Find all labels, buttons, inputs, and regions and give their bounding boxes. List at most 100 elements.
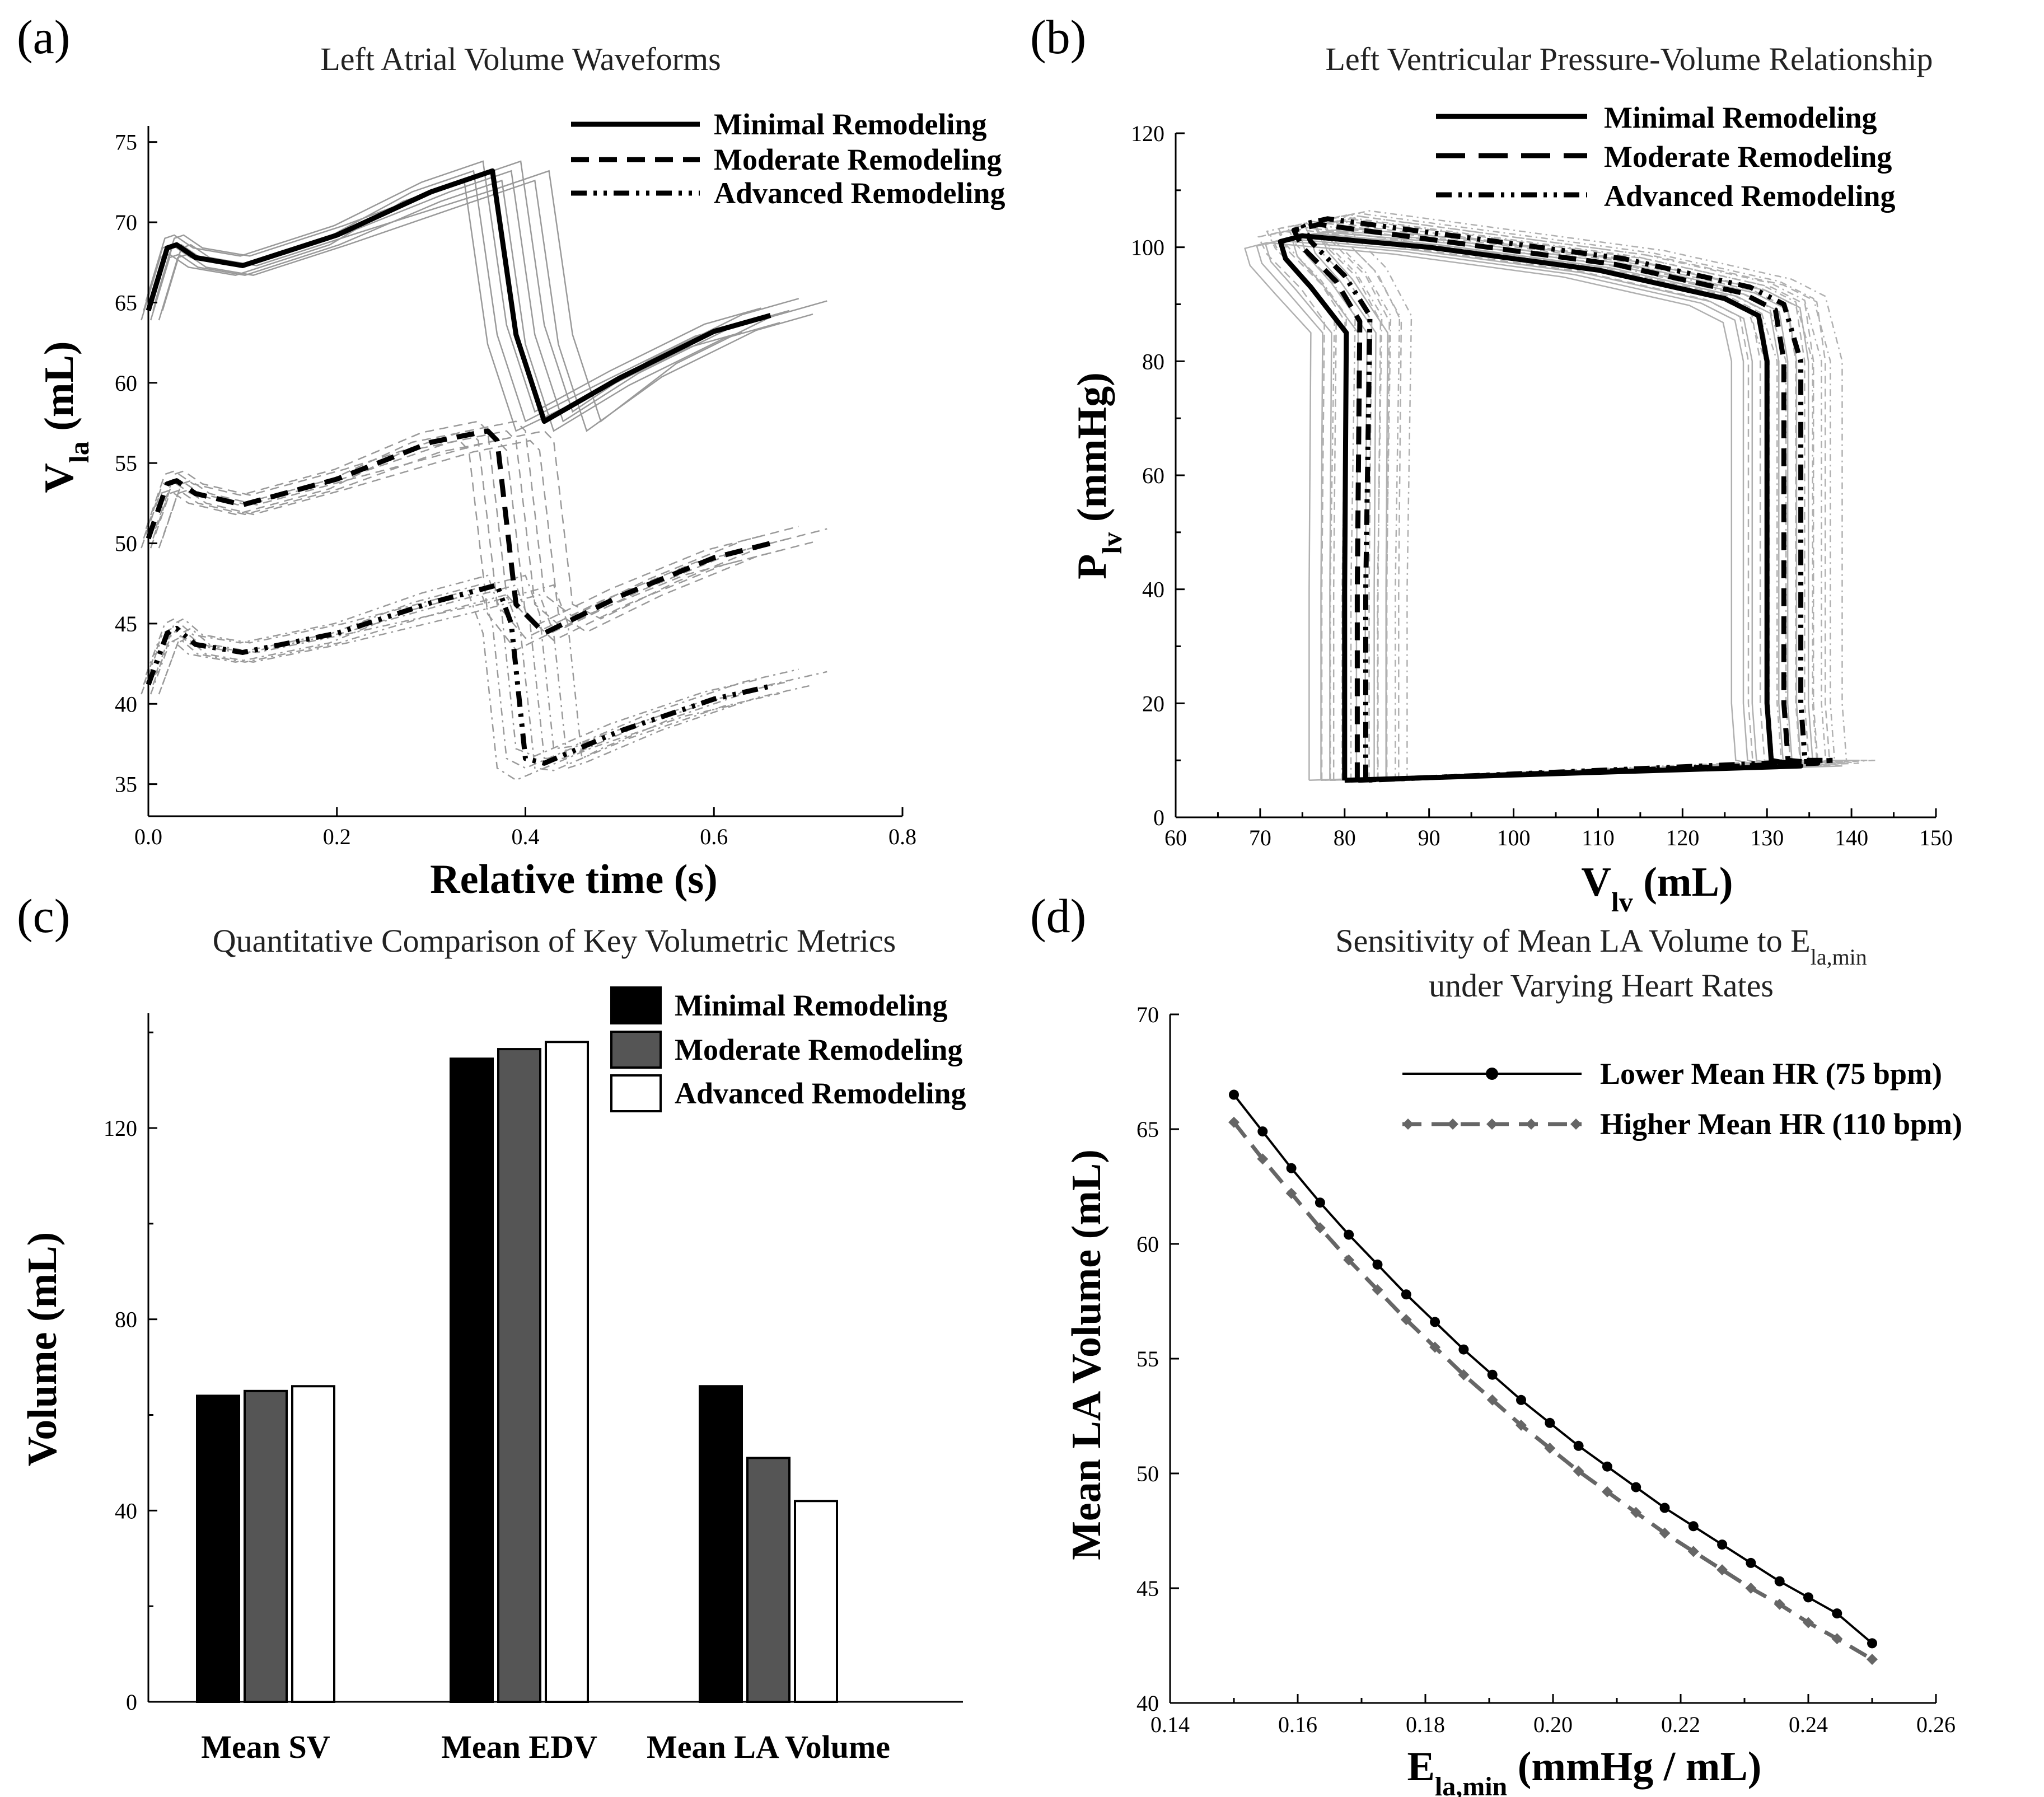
x-tick-label: 150 xyxy=(1919,825,1953,850)
ensemble-trace xyxy=(143,584,752,769)
point-lower-mean-hr xyxy=(1774,1576,1785,1587)
bar-mean-sv-moderate-remodeling xyxy=(244,1389,288,1704)
category-label: Mean EDV xyxy=(441,1729,597,1765)
legend-label: Lower Mean HR (75 bpm) xyxy=(1600,1057,1942,1091)
panel-c-y-ticks: 0 40 80 120 xyxy=(104,1031,157,1715)
ensemble-trace xyxy=(152,170,790,423)
ensemble-loop xyxy=(1256,240,1778,781)
point-higher-mean-hr xyxy=(1400,1314,1412,1326)
y-tick-label: 100 xyxy=(1131,235,1164,260)
pv-loop-advanced-remodeling xyxy=(1299,216,1837,783)
x-tick-label: 0.26 xyxy=(1916,1712,1956,1737)
point-lower-mean-hr xyxy=(1746,1557,1756,1568)
x-tick-label: 120 xyxy=(1666,825,1699,850)
point-higher-mean-hr xyxy=(1867,1654,1878,1665)
y-tick-label: 20 xyxy=(1142,691,1164,716)
legend-label: Advanced Remodeling xyxy=(675,1077,966,1110)
y-tick-label: 0 xyxy=(1153,805,1164,830)
point-lower-mean-hr xyxy=(1832,1608,1842,1619)
x-tick-label: 60 xyxy=(1164,825,1187,850)
point-higher-mean-hr xyxy=(1343,1254,1355,1266)
series-line-moderate-remodeling xyxy=(146,428,771,636)
panel-c-title: Quantitative Comparison of Key Volumetri… xyxy=(213,923,896,959)
y-tick-label: 45 xyxy=(115,611,137,637)
y-tick-label: 70 xyxy=(1136,1002,1159,1027)
bar-mean-sv-advanced-remodeling xyxy=(291,1385,335,1703)
ensemble-trace xyxy=(162,584,827,760)
panel-a-y-ticks: 35 40 45 50 55 60 65 70 75 xyxy=(115,130,157,797)
point-lower-mean-hr xyxy=(1257,1126,1268,1137)
x-tick-label: 90 xyxy=(1418,825,1440,850)
x-tick-label: 0.14 xyxy=(1150,1712,1190,1737)
ensemble-loop xyxy=(1321,227,1842,781)
ensemble-loop xyxy=(1343,210,1876,781)
ensemble-trace xyxy=(152,584,790,760)
panel-b-pressure-volume: (b) Left Ventricular Pressure-Volume Rel… xyxy=(1030,10,1953,918)
legend-label: Higher Mean HR (110 bpm) xyxy=(1600,1107,1962,1141)
y-tick-label: 60 xyxy=(1142,463,1164,488)
legend-swatch xyxy=(610,1074,662,1112)
point-lower-mean-hr xyxy=(1487,1369,1498,1380)
point-higher-mean-hr xyxy=(1573,1465,1584,1477)
y-tick-label: 120 xyxy=(104,1116,137,1141)
bar-mean-la-volume-minimal-remodeling xyxy=(699,1385,743,1703)
y-tick-label: 80 xyxy=(1142,349,1164,374)
legend-marker xyxy=(1526,1119,1537,1130)
ensemble-trace xyxy=(158,439,813,633)
point-higher-mean-hr xyxy=(1716,1564,1728,1576)
point-lower-mean-hr xyxy=(1516,1394,1526,1405)
point-higher-mean-hr xyxy=(1544,1442,1556,1454)
point-lower-mean-hr xyxy=(1372,1259,1383,1270)
ensemble-loop xyxy=(1322,218,1847,781)
x-tick-label: 0.24 xyxy=(1789,1712,1828,1737)
legend-marker xyxy=(1570,1119,1582,1130)
x-tick-label: 0.18 xyxy=(1406,1712,1445,1737)
point-higher-mean-hr xyxy=(1257,1153,1269,1165)
legend-swatch xyxy=(610,1031,662,1069)
point-higher-mean-hr xyxy=(1228,1116,1240,1128)
panel-a-title: Left Atrial Volume Waveforms xyxy=(320,41,721,77)
point-lower-mean-hr xyxy=(1631,1482,1641,1492)
point-lower-mean-hr xyxy=(1315,1197,1325,1208)
legend-label: Advanced Remodeling xyxy=(714,176,1005,210)
y-tick-label: 75 xyxy=(115,130,137,155)
y-tick-label: 70 xyxy=(115,210,137,235)
panel-d-legend: Lower Mean HR (75 bpm) Higher Mean HR (11… xyxy=(1402,1057,1962,1141)
point-lower-mean-hr xyxy=(1688,1521,1699,1532)
point-higher-mean-hr xyxy=(1745,1583,1757,1594)
panel-a-plot-area xyxy=(141,160,827,781)
point-higher-mean-hr xyxy=(1372,1284,1383,1295)
point-lower-mean-hr xyxy=(1286,1163,1297,1173)
panel-b-x-ticks: 60 70 80 90 100 110 120 130 140 150 xyxy=(1164,808,1953,850)
panel-b-y-axis-label: Plv (mmHg) xyxy=(1069,372,1128,579)
ensemble-trace xyxy=(158,593,813,769)
ensemble-loop xyxy=(1257,230,1783,781)
panel-a-y-axis-label: Vla (mL) xyxy=(36,341,95,493)
x-tick-label: 0.22 xyxy=(1661,1712,1700,1737)
point-higher-mean-hr xyxy=(1429,1341,1441,1353)
ensemble-loop xyxy=(1322,214,1855,781)
ensemble-loop xyxy=(1269,228,1794,781)
panel-c-legend: Minimal Remodeling Moderate Remodeling Adv… xyxy=(610,986,966,1112)
x-tick-label: 140 xyxy=(1835,825,1868,850)
x-tick-label: 0.16 xyxy=(1278,1712,1317,1737)
panel-a-axes xyxy=(147,126,902,817)
y-tick-label: 0 xyxy=(126,1690,137,1715)
point-higher-mean-hr xyxy=(1630,1506,1642,1518)
panel-d-y-axis-label: Mean LA Volume (mL) xyxy=(1064,1149,1110,1560)
bar-mean-edv-minimal-remodeling xyxy=(450,1057,494,1703)
legend-marker xyxy=(1447,1119,1458,1130)
y-tick-label: 120 xyxy=(1131,121,1164,146)
y-tick-label: 35 xyxy=(115,772,137,797)
point-higher-mean-hr xyxy=(1774,1598,1785,1610)
panel-b-letter: (b) xyxy=(1030,10,1086,64)
y-tick-label: 80 xyxy=(115,1307,137,1332)
category-label: Mean LA Volume xyxy=(647,1729,890,1765)
panel-d-letter: (d) xyxy=(1030,889,1086,943)
ensemble-trace xyxy=(150,179,780,432)
panel-a-left-atrial-volume: (a) Left Atrial Volume Waveforms 0.0 0.2 0… xyxy=(17,10,1005,902)
panel-b-title: Left Ventricular Pressure-Volume Relatio… xyxy=(1325,41,1933,77)
x-tick-label: 0.2 xyxy=(323,824,351,849)
legend-label: Moderate Remodeling xyxy=(1604,140,1892,174)
